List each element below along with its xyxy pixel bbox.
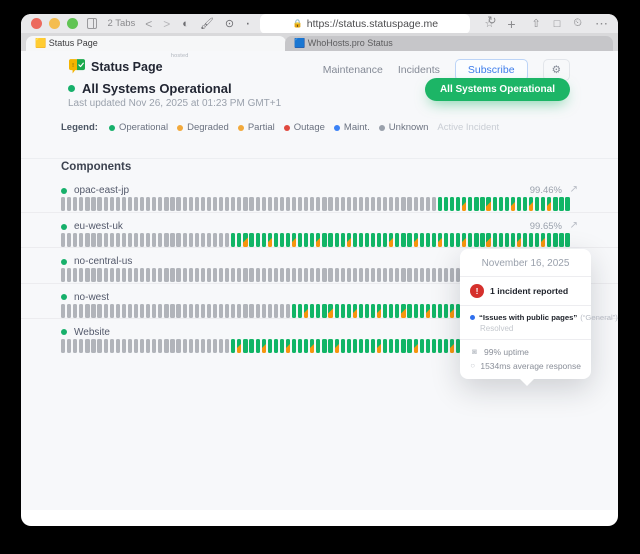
svg-text:!: !: [72, 63, 74, 69]
